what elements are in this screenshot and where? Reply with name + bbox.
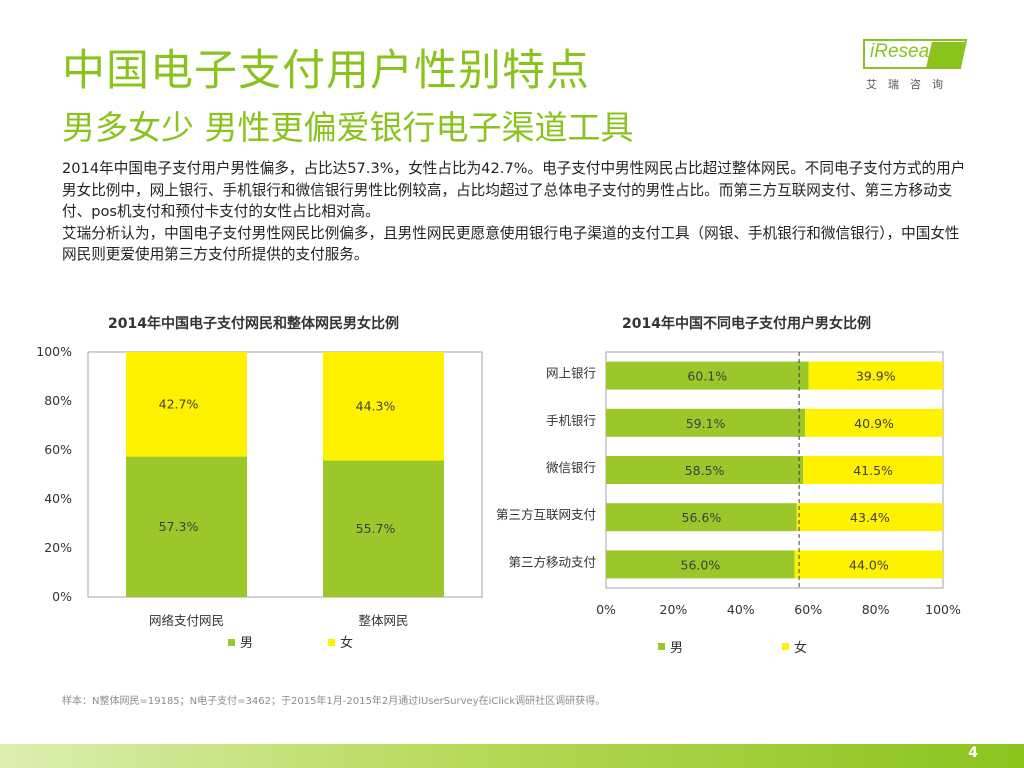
chart1-data-label: 57.3% — [159, 519, 199, 534]
chart2-legend-swatch — [658, 643, 665, 650]
chart2-payment-gender: 60.1% 39.9% 网上银行 59.1% 40.9% 手机银行 58.5% 41.5% 微信… — [496, 351, 961, 656]
chart2-bar-female — [805, 408, 943, 437]
chart1-legend-label: 男 — [240, 636, 253, 651]
chart2-y-category-label: 第三方移动支付 — [508, 554, 596, 569]
chart1-y-tick-label: 100% — [36, 344, 72, 359]
summary-text: 2014年中国电子支付用户男性偏多，占比达57.3%，女性占比为42.7%。电子… — [62, 158, 972, 266]
footnote: 样本：N整体网民=19185；N电子支付=3462；于2015年1月-2015年… — [62, 696, 606, 707]
chart1-x-tick-label: 网络支付网民 — [149, 613, 224, 628]
chart2-bar-male — [606, 361, 809, 390]
chart1-data-label: 44.3% — [356, 398, 396, 413]
logo-subtext: 艾瑞咨询 — [866, 78, 954, 91]
chart1-bar-male — [323, 460, 444, 597]
chart2-title: 2014年中国不同电子支付用户男女比例 — [622, 316, 871, 332]
page-number: 4 — [968, 745, 978, 761]
chart2-x-tick-label: 0% — [596, 602, 616, 617]
chart2-data-label: 60.1% — [687, 369, 727, 384]
chart1-bar-male — [126, 456, 247, 597]
chart1-data-label: 55.7% — [356, 521, 396, 536]
chart2-data-label: 56.6% — [682, 510, 722, 525]
chart2-bar-female — [808, 361, 943, 390]
chart2-bar-female — [796, 503, 943, 532]
chart2-bar-male — [606, 456, 804, 484]
chart1-title: 2014年中国电子支付网民和整体网民男女比例 — [108, 316, 399, 332]
chart2-bar-female — [803, 456, 943, 484]
chart2-legend-swatch — [782, 643, 789, 650]
summary-paragraph-1: 2014年中国电子支付用户男性偏多，占比达57.3%，女性占比为42.7%。电子… — [62, 160, 966, 220]
chart2-data-label: 58.5% — [685, 463, 725, 478]
chart2-y-category-label: 微信银行 — [546, 460, 596, 475]
page-subtitle: 男多女少 男性更偏爱银行电子渠道工具 — [62, 108, 634, 147]
chart1-y-tick-label: 40% — [44, 491, 72, 506]
chart1-legend-swatch — [228, 639, 235, 646]
chart1-x-tick-label: 整体网民 — [358, 613, 408, 628]
chart2-bar-female — [794, 550, 943, 579]
chart2-bar-male — [606, 550, 795, 579]
page-title: 中国电子支付用户性别特点 — [62, 46, 590, 96]
chart2-data-label: 44.0% — [849, 557, 889, 572]
chart1-y-tick-label: 80% — [44, 393, 72, 408]
chart1-y-tick-label: 0% — [52, 589, 72, 604]
chart2-x-tick-label: 60% — [794, 602, 822, 617]
chart2-y-category-label: 手机银行 — [546, 413, 596, 428]
chart2-bar-male — [606, 503, 797, 532]
chart2-data-label: 41.5% — [853, 463, 893, 478]
summary-paragraph-2: 艾瑞分析认为，中国电子支付男性网民比例偏多，且男性网民更愿意使用银行电子渠道的支… — [62, 224, 960, 264]
chart2-data-label: 56.0% — [681, 557, 721, 572]
chart1-bar-female — [126, 352, 247, 457]
logo-banner — [863, 39, 968, 69]
chart2-data-label: 39.9% — [856, 369, 896, 384]
chart1-y-tick-label: 60% — [44, 442, 72, 457]
chart1-legend-swatch — [328, 639, 335, 646]
chart2-y-category-label: 网上银行 — [546, 366, 596, 381]
chart1-bar-female — [323, 352, 444, 461]
chart1-legend-label: 女 — [340, 635, 353, 651]
chart1-data-label: 42.7% — [159, 396, 199, 411]
iresearch-logo: iResearch 艾瑞咨询 — [862, 38, 972, 92]
chart2-x-tick-label: 40% — [727, 602, 755, 617]
chart1-y-tick-label: 20% — [44, 540, 72, 555]
chart2-data-label: 43.4% — [850, 510, 890, 525]
bottom-bar — [0, 744, 1024, 768]
chart1-gender-share: 0% 20% 40% 60% 80% 100% 57.3% 42.7% 网络支付网民 55.7% 4… — [36, 344, 483, 651]
chart2-legend-label: 女 — [794, 640, 807, 656]
chart1-plot-frame — [87, 351, 483, 598]
chart2-legend-label: 男 — [670, 641, 683, 656]
chart2-x-tick-label: 80% — [862, 602, 890, 617]
chart2-data-label: 59.1% — [686, 416, 726, 431]
chart2-data-label: 40.9% — [854, 416, 894, 431]
chart2-x-tick-label: 20% — [660, 602, 688, 617]
chart2-x-tick-label: 100% — [925, 602, 961, 617]
chart2-bar-male — [606, 408, 806, 437]
chart2-y-category-label: 第三方互联网支付 — [496, 507, 596, 522]
logo-text: iResearch — [870, 41, 956, 62]
